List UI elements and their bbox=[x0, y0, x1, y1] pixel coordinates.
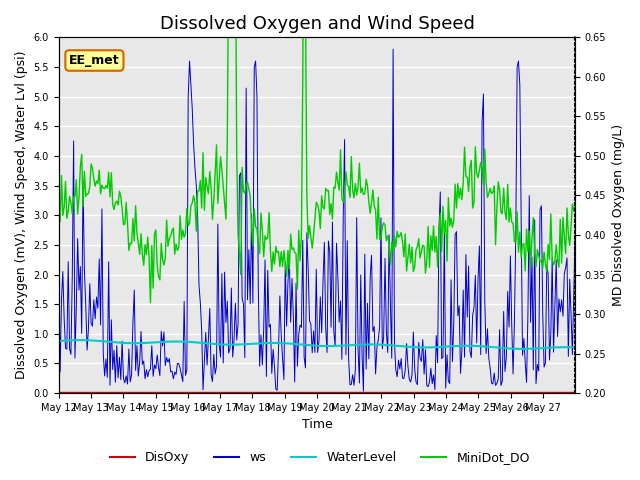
WaterLevel bbox=[322, 343, 330, 349]
DisOxy bbox=[423, 389, 431, 395]
Text: EE_met: EE_met bbox=[69, 54, 120, 67]
WaterLevel bbox=[55, 338, 63, 344]
Y-axis label: Dissolved Oxygen (mV), Wind Speed, Water Lvl (psi): Dissolved Oxygen (mV), Wind Speed, Water… bbox=[15, 51, 28, 380]
MiniDot_DO bbox=[89, 166, 97, 171]
MiniDot_DO bbox=[502, 216, 510, 222]
WaterLevel bbox=[90, 337, 98, 343]
ws bbox=[55, 267, 63, 273]
DisOxy bbox=[567, 389, 575, 395]
DisOxy bbox=[55, 389, 63, 395]
WaterLevel bbox=[72, 337, 80, 343]
DisOxy bbox=[72, 389, 80, 395]
MiniDot_DO bbox=[147, 300, 154, 306]
WaterLevel bbox=[501, 346, 509, 351]
MiniDot_DO bbox=[55, 209, 63, 215]
MiniDot_DO bbox=[323, 188, 331, 193]
DisOxy bbox=[321, 389, 328, 395]
WaterLevel bbox=[517, 346, 525, 352]
DisOxy bbox=[572, 389, 579, 395]
ws bbox=[502, 353, 510, 359]
WaterLevel bbox=[570, 345, 577, 350]
MiniDot_DO bbox=[572, 203, 579, 209]
Line: WaterLevel: WaterLevel bbox=[59, 340, 575, 349]
DisOxy bbox=[500, 389, 508, 395]
Legend: DisOxy, ws, WaterLevel, MiniDot_DO: DisOxy, ws, WaterLevel, MiniDot_DO bbox=[105, 446, 535, 469]
X-axis label: Time: Time bbox=[301, 419, 332, 432]
DisOxy bbox=[89, 389, 97, 395]
ws bbox=[572, 232, 579, 238]
MiniDot_DO bbox=[570, 208, 577, 214]
ws bbox=[321, 240, 328, 245]
Title: Dissolved Oxygen and Wind Speed: Dissolved Oxygen and Wind Speed bbox=[159, 15, 474, 33]
Line: ws: ws bbox=[59, 49, 575, 391]
ws bbox=[570, 293, 577, 299]
ws bbox=[89, 323, 97, 329]
ws bbox=[360, 388, 367, 394]
WaterLevel bbox=[572, 345, 579, 350]
MiniDot_DO bbox=[426, 264, 433, 270]
ws bbox=[72, 304, 80, 310]
WaterLevel bbox=[77, 337, 84, 343]
Y-axis label: MD Dissolved Oxygen (mg/L): MD Dissolved Oxygen (mg/L) bbox=[612, 124, 625, 306]
ws bbox=[389, 46, 397, 52]
MiniDot_DO bbox=[72, 177, 80, 183]
ws bbox=[426, 379, 433, 385]
Line: MiniDot_DO: MiniDot_DO bbox=[59, 0, 575, 303]
WaterLevel bbox=[424, 345, 432, 350]
